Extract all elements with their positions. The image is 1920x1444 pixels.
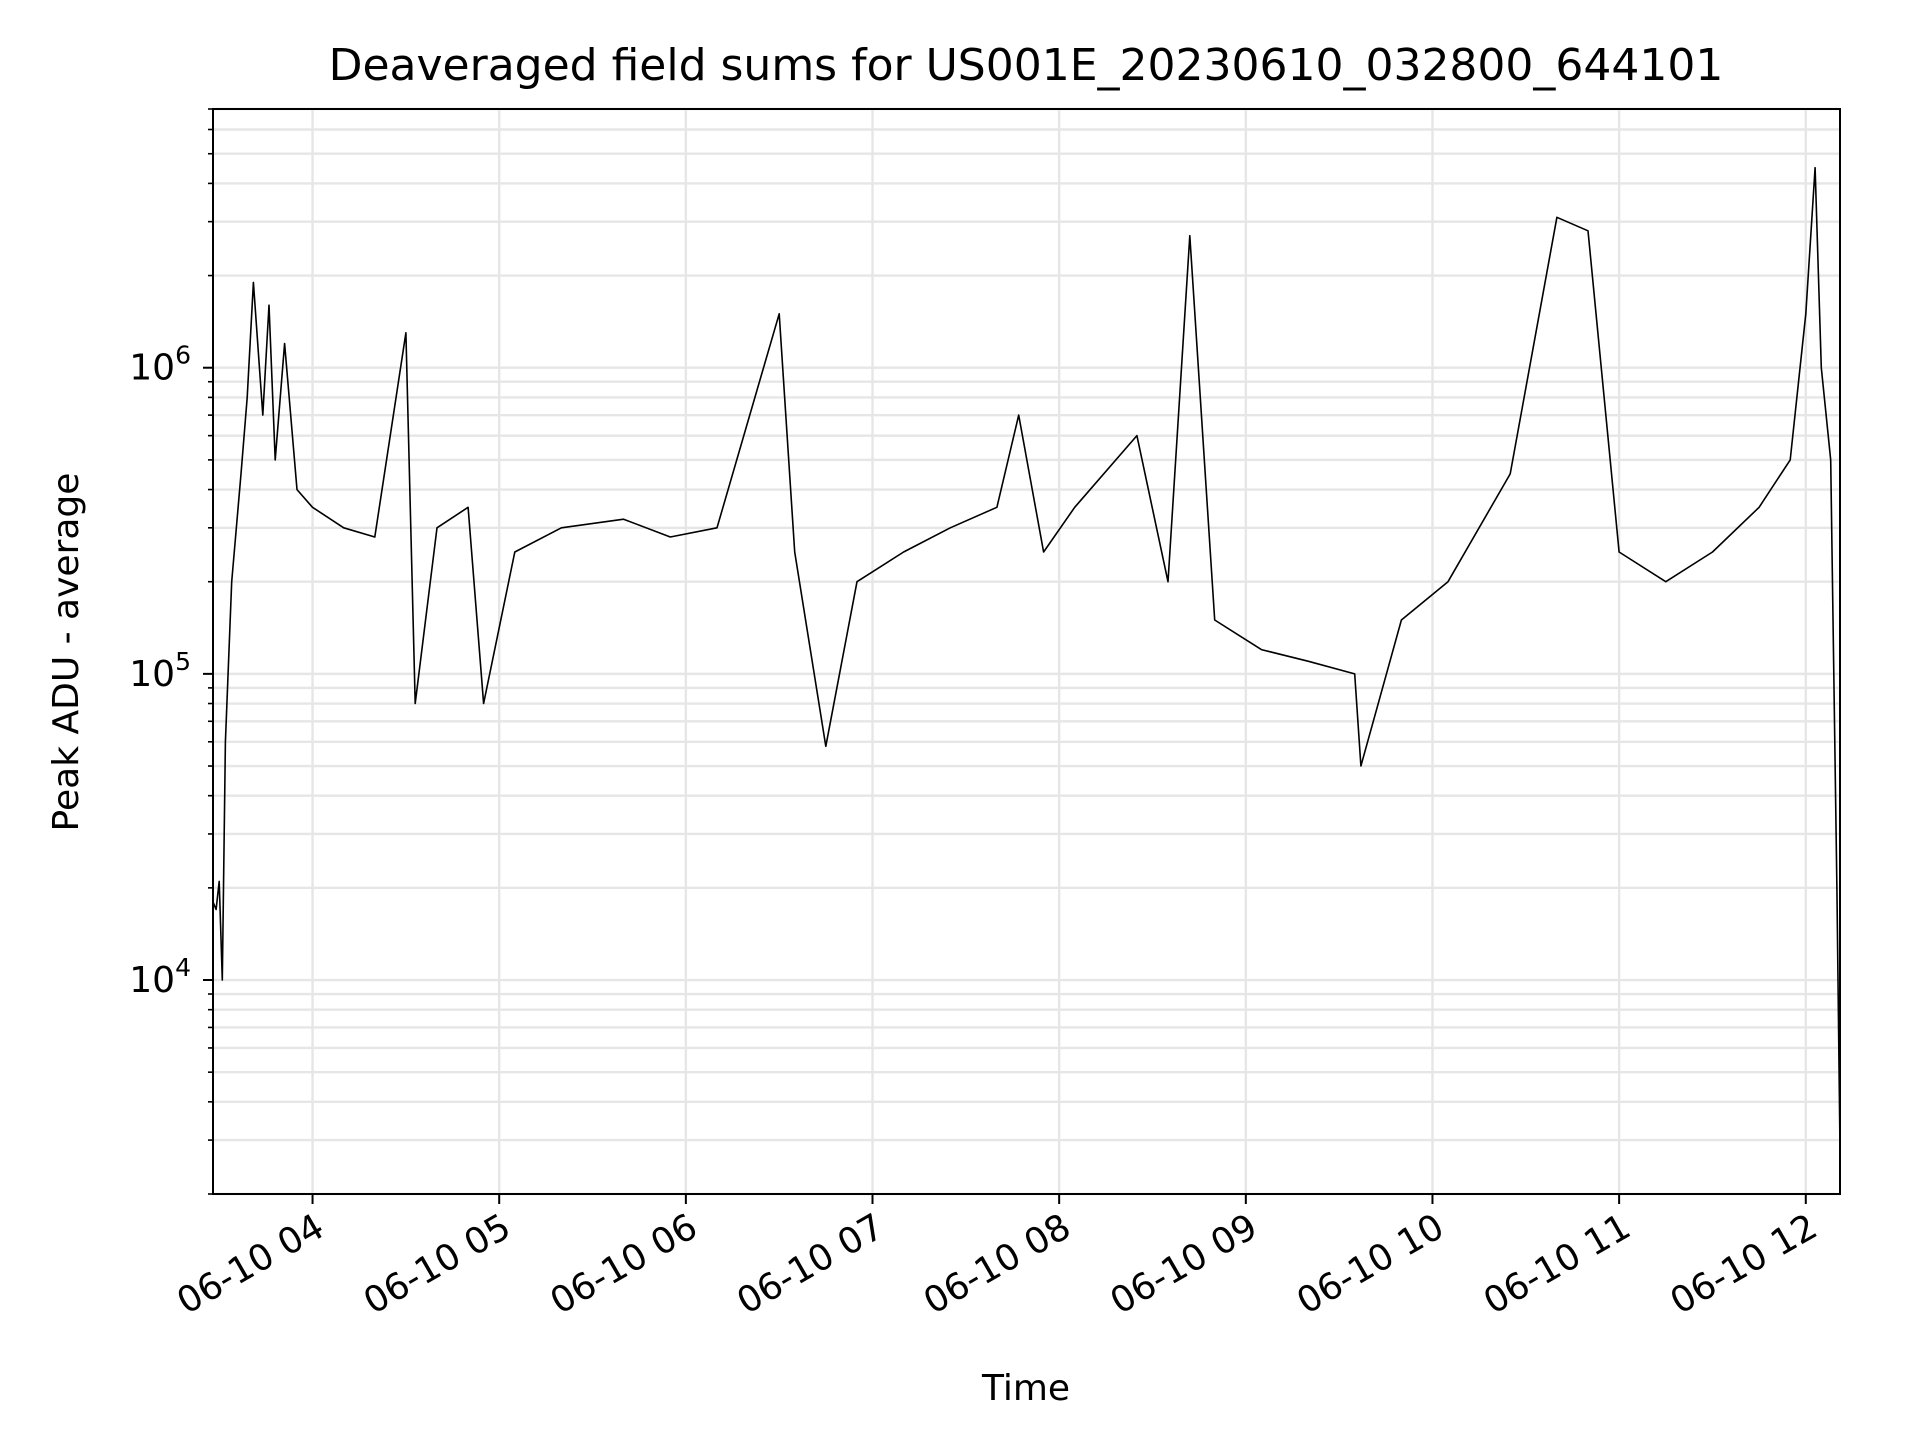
chart-title: Deaveraged field sums for US001E_2023061… (329, 40, 1724, 91)
grid-layer (213, 107, 1840, 1196)
x-tick-label: 06-10 04 (170, 1206, 331, 1322)
x-tick-label: 06-10 09 (1104, 1206, 1265, 1322)
y-tick-label: 106 (129, 341, 191, 389)
x-tick-label: 06-10 05 (357, 1206, 518, 1322)
x-tick-label: 06-10 10 (1290, 1206, 1451, 1322)
x-tick-label: 06-10 11 (1477, 1206, 1638, 1322)
x-tick-label: 06-10 07 (730, 1206, 891, 1322)
plot-background (213, 109, 1840, 1194)
y-tick-label: 104 (129, 953, 191, 1001)
x-tick-label: 06-10 12 (1664, 1206, 1825, 1322)
x-tick-label: 06-10 06 (544, 1206, 705, 1322)
series-line (212, 166, 1841, 1150)
series-layer (212, 166, 1841, 1150)
y-axis-label: Peak ADU - average (46, 473, 87, 832)
x-tick-label: 06-10 08 (917, 1206, 1078, 1322)
x-axis-label: Time (981, 1368, 1070, 1409)
plot-frame (212, 108, 1841, 1195)
y-tick-label: 105 (129, 647, 191, 695)
